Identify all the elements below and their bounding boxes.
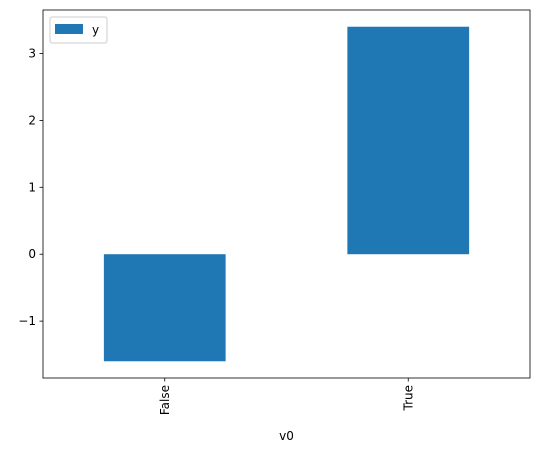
y-tick-label: 0 <box>28 247 36 261</box>
x-axis: False True <box>158 378 415 415</box>
plot-frame <box>42 9 531 379</box>
x-tick-label: False <box>158 385 172 415</box>
y-tick-label: 2 <box>28 113 36 127</box>
bar-true <box>347 26 470 255</box>
y-axis: −1 0 1 2 3 <box>18 46 43 328</box>
legend-swatch <box>55 24 83 34</box>
x-tick-label: True <box>401 385 415 412</box>
bar-false <box>103 254 226 362</box>
legend: y <box>49 16 108 44</box>
x-axis-label: v0 <box>279 429 294 443</box>
y-tick-label: 3 <box>28 46 36 60</box>
y-tick-label: 1 <box>28 180 36 194</box>
legend-label: y <box>92 23 99 37</box>
y-tick-label: −1 <box>18 314 36 328</box>
bars-group <box>103 26 470 362</box>
